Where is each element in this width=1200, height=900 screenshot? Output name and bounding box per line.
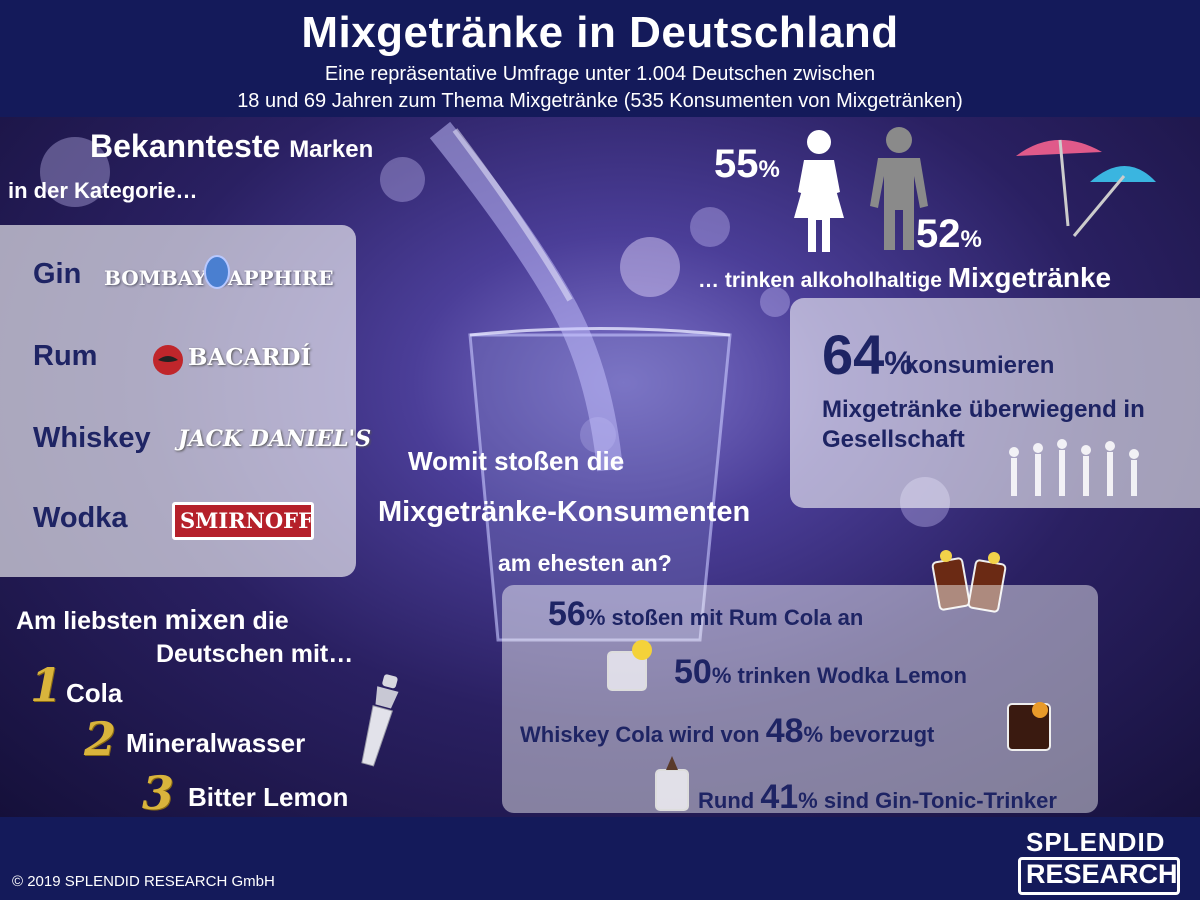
men-value: 52 bbox=[916, 212, 961, 256]
mixer-label-mineralwasser: Mineralwasser bbox=[126, 728, 306, 758]
smirnoff-badge bbox=[172, 502, 314, 540]
women-percent-sign: % bbox=[758, 156, 780, 183]
toast-item-rum-cola: 56% stoßen mit Rum Cola an bbox=[548, 595, 863, 634]
party-crowd-icon bbox=[1009, 439, 1139, 496]
company-text2: Mixgetränke überwiegend in bbox=[822, 396, 1145, 423]
gender-caption-emph: Mixgetränke bbox=[947, 262, 1112, 293]
mixers-heading-c: die bbox=[252, 607, 289, 635]
women-value: 55 bbox=[714, 142, 759, 186]
toast-item-3-unit: % bbox=[798, 788, 818, 813]
toast-panel bbox=[502, 585, 1098, 813]
toast-item-0-unit: % bbox=[585, 605, 606, 630]
brand-category-wodka: Wodka bbox=[33, 502, 128, 534]
page-subtitle-line1: Eine repräsentative Umfrage unter 1.004 … bbox=[324, 63, 876, 85]
toast-item-1-value: 50 bbox=[674, 653, 712, 691]
mixers-heading-b: mixen bbox=[164, 604, 246, 635]
mixer-rank-1: 1 bbox=[30, 658, 63, 712]
mixers-heading-line2: Deutschen mit… bbox=[156, 640, 354, 668]
brands-heading-small: Marken bbox=[289, 136, 374, 163]
man-icon bbox=[870, 127, 928, 250]
logo-top-text: SPLENDID bbox=[1026, 827, 1166, 857]
toast-question-line2: Mixgetränke-Konsumenten bbox=[378, 496, 751, 528]
brand-category-gin: Gin bbox=[33, 258, 82, 290]
woman-icon bbox=[794, 130, 844, 252]
splendid-research-logo: SPLENDID RESEARCH bbox=[1018, 827, 1186, 900]
brand-category-rum: Rum bbox=[33, 340, 98, 372]
women-percentage: 55% bbox=[714, 142, 780, 187]
cocktail-shaker-icon bbox=[361, 674, 399, 767]
toast-item-2-pre: Whiskey Cola wird von bbox=[520, 722, 766, 747]
company-percentage: 64% bbox=[822, 322, 913, 387]
bombay-gem-icon bbox=[204, 255, 230, 289]
toast-item-2-unit: % bbox=[803, 722, 824, 747]
toast-item-2-value: 48 bbox=[765, 712, 804, 750]
toast-item-wodka-lemon: 50% trinken Wodka Lemon bbox=[674, 653, 967, 692]
toast-question-line3: am ehesten an? bbox=[498, 550, 672, 576]
bacardi-bat-icon bbox=[153, 345, 183, 375]
company-text: Mixgetränke überwiegend in Gesellschaft bbox=[822, 395, 1145, 455]
page-title: Mixgetränke in Deutschland bbox=[301, 8, 899, 57]
toast-item-0-post: stoßen mit Rum Cola an bbox=[605, 605, 864, 630]
toast-item-gin-tonic: Rund 41% sind Gin-Tonic-Trinker bbox=[698, 778, 1057, 817]
mixers-heading: Am liebsten mixen die bbox=[16, 604, 289, 636]
company-text1: konsumieren bbox=[905, 352, 1055, 379]
smirnoff-logo: SMIRNOFF bbox=[180, 508, 313, 533]
page-subtitle-line2: 18 und 69 Jahren zum Thema Mixgetränke (… bbox=[237, 90, 963, 112]
toast-question-line1: Womit stoßen die bbox=[408, 446, 625, 476]
toast-item-0-value: 56 bbox=[548, 595, 586, 633]
company-value: 64 bbox=[822, 323, 885, 386]
toasting-glasses-icon bbox=[931, 550, 1007, 613]
gin-tonic-glass-icon bbox=[655, 756, 689, 811]
cocktail-umbrellas-icon bbox=[1016, 139, 1156, 237]
whiskey-glass-icon bbox=[1007, 702, 1051, 751]
gender-caption-prefix: … trinken alkoholhaltige bbox=[698, 269, 942, 292]
copyright: © 2019 SPLENDID RESEARCH GmbH bbox=[12, 873, 275, 890]
mixer-label-cola: Cola bbox=[66, 678, 123, 708]
toast-item-whiskey-cola: Whiskey Cola wird von 48% bevorzugt bbox=[520, 712, 934, 751]
logo-box bbox=[1018, 857, 1180, 895]
company-percent-sign: % bbox=[884, 345, 913, 381]
header: Mixgetränke in Deutschland Eine repräsen… bbox=[0, 0, 1200, 117]
toast-item-3-value: 41 bbox=[760, 778, 799, 816]
lemon-glass-icon bbox=[607, 640, 652, 691]
men-percent-sign: % bbox=[960, 226, 982, 253]
jack-daniels-logo: JACK DANIEL'S bbox=[178, 426, 372, 452]
brands-heading-big: Bekannteste bbox=[90, 128, 281, 164]
toast-item-2-post: bevorzugt bbox=[823, 722, 935, 747]
brand-category-whiskey: Whiskey bbox=[33, 422, 151, 454]
toast-item-3-post: sind Gin-Tonic-Trinker bbox=[817, 788, 1057, 813]
toast-item-3-pre: Rund bbox=[698, 788, 761, 813]
mixers-heading-a: Am liebsten bbox=[16, 607, 158, 635]
logo-bottom-text: RESEARCH bbox=[1026, 859, 1178, 889]
footer: © 2019 SPLENDID RESEARCH GmbH SPLENDID R… bbox=[0, 817, 1200, 900]
toast-item-1-post: trinken Wodka Lemon bbox=[731, 663, 967, 688]
mixer-rank-2: 2 bbox=[84, 712, 117, 766]
company-text3: Gesellschaft bbox=[822, 426, 965, 453]
men-percentage: 52% bbox=[916, 212, 982, 257]
mixer-label-bitter-lemon: Bitter Lemon bbox=[188, 782, 349, 812]
toast-item-1-unit: % bbox=[711, 663, 732, 688]
brands-heading: Bekannteste Marken bbox=[90, 128, 373, 165]
bacardi-logo: BACARDÍ bbox=[188, 344, 312, 371]
brands-heading-line2: in der Kategorie… bbox=[8, 178, 198, 203]
mixer-rank-3: 3 bbox=[142, 766, 175, 820]
gender-caption: … trinken alkoholhaltige Mixgetränke bbox=[698, 262, 1111, 294]
